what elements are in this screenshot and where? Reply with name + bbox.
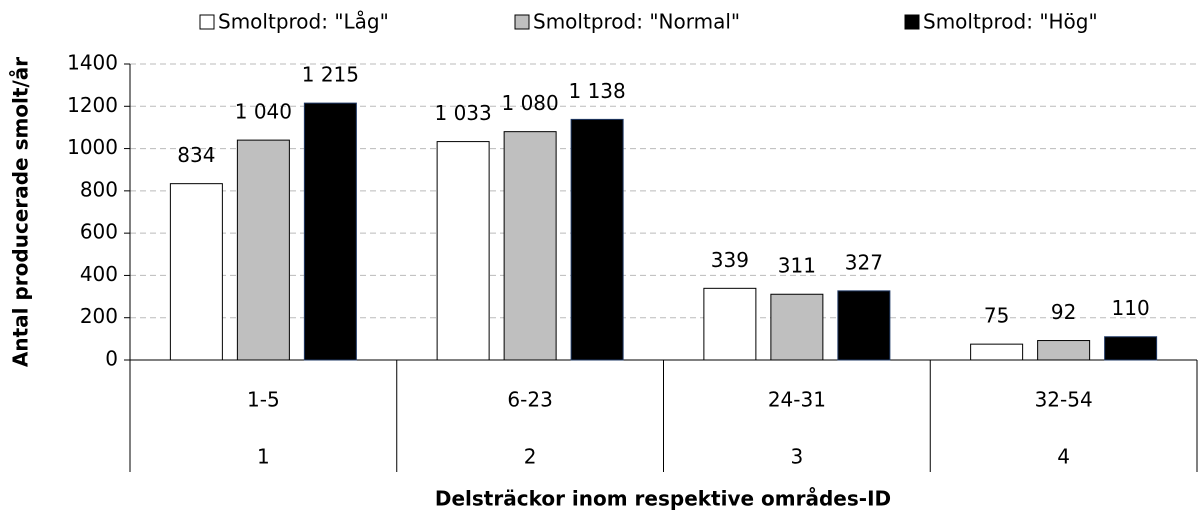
value-label: 75	[984, 304, 1009, 328]
y-tick-label: 1200	[67, 93, 118, 117]
legend-swatch	[514, 14, 530, 30]
x-tick-label: 1-5	[247, 388, 280, 412]
value-label: 339	[711, 248, 749, 272]
bar	[303, 102, 357, 361]
bar	[770, 293, 824, 361]
value-label: 327	[845, 250, 883, 274]
value-label: 1 080	[501, 91, 558, 115]
bar	[1037, 340, 1091, 361]
group-label: 1	[257, 445, 270, 469]
value-label: 92	[1051, 300, 1076, 324]
group-label: 4	[1057, 445, 1070, 469]
value-label: 1 215	[302, 63, 359, 87]
y-tick-label: 800	[80, 177, 118, 201]
legend-label: Smoltprod: "Normal"	[533, 10, 740, 34]
bar	[436, 141, 490, 361]
y-tick-label: 1000	[67, 135, 118, 159]
value-label: 1 040	[235, 100, 292, 124]
value-label: 110	[1112, 296, 1150, 320]
y-axis-title: Antal producerade smolt/år	[9, 57, 33, 367]
y-tick-label: 0	[105, 347, 118, 371]
bar	[503, 131, 557, 361]
y-tick-label: 600	[80, 220, 118, 244]
x-tick-label: 24-31	[768, 388, 826, 412]
value-label: 311	[778, 254, 816, 278]
bar	[236, 139, 290, 361]
bar	[970, 343, 1024, 361]
y-tick-label: 200	[80, 304, 118, 328]
bar	[169, 183, 223, 361]
legend-swatch	[904, 14, 920, 30]
legend-label: Smoltprod: "Låg"	[218, 10, 389, 34]
value-label: 1 033	[434, 101, 491, 125]
legend-label: Smoltprod: "Hög"	[923, 10, 1098, 34]
y-tick-label: 1400	[67, 51, 118, 75]
x-tick-label: 32-54	[1035, 388, 1093, 412]
bar	[703, 287, 757, 361]
legend-swatch	[199, 14, 215, 30]
value-label: 834	[177, 143, 215, 167]
group-label: 2	[524, 445, 537, 469]
value-label: 1 138	[568, 79, 625, 103]
bar	[570, 118, 624, 361]
bar	[837, 290, 891, 361]
group-label: 3	[791, 445, 804, 469]
x-tick-label: 6-23	[507, 388, 552, 412]
y-tick-label: 400	[80, 262, 118, 286]
x-axis-title: Delsträckor inom respektive områdes-ID	[435, 487, 891, 511]
bar	[1104, 336, 1158, 361]
